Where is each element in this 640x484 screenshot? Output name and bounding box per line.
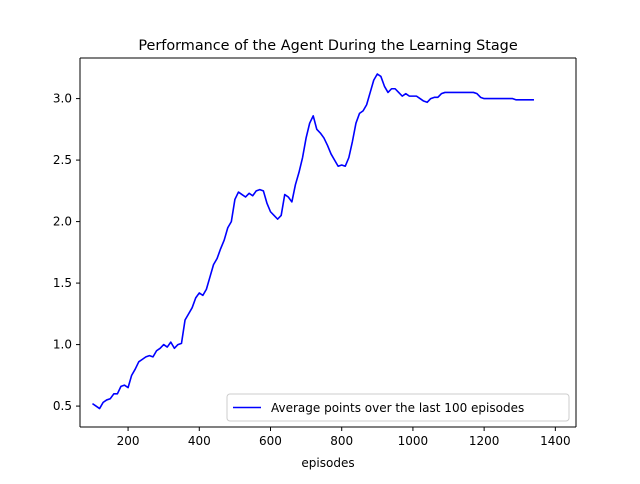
x-tick-label: 200 xyxy=(117,434,140,448)
x-tick-label: 800 xyxy=(330,434,353,448)
x-tick-label: 1000 xyxy=(398,434,429,448)
x-tick-label: 600 xyxy=(259,434,282,448)
series-layer xyxy=(92,73,534,410)
legend-label: Average points over the last 100 episode… xyxy=(271,401,524,415)
plot-area xyxy=(80,58,576,427)
y-tick-label: 1.0 xyxy=(53,338,72,352)
legend: Average points over the last 100 episode… xyxy=(226,393,570,422)
legend-box xyxy=(226,393,570,422)
x-axis-label: episodes xyxy=(301,456,354,470)
x-tick-label: 1200 xyxy=(469,434,500,448)
y-tick-label: 0.5 xyxy=(53,399,72,413)
x-tick-label: 1400 xyxy=(540,434,571,448)
y-tick-label: 2.5 xyxy=(53,153,72,167)
y-tick-label: 1.5 xyxy=(53,276,72,290)
x-axis-ticks: 200 400 600 800 1000 1200 1400 xyxy=(117,427,571,448)
y-axis-ticks: 0.5 1.0 1.5 2.0 2.5 3.0 xyxy=(53,92,80,413)
chart-title: Performance of the Agent During the Lear… xyxy=(138,38,517,54)
y-tick-label: 2.0 xyxy=(53,215,72,229)
x-tick-label: 400 xyxy=(188,434,211,448)
series-line-0 xyxy=(92,73,534,410)
y-tick-label: 3.0 xyxy=(53,92,72,106)
